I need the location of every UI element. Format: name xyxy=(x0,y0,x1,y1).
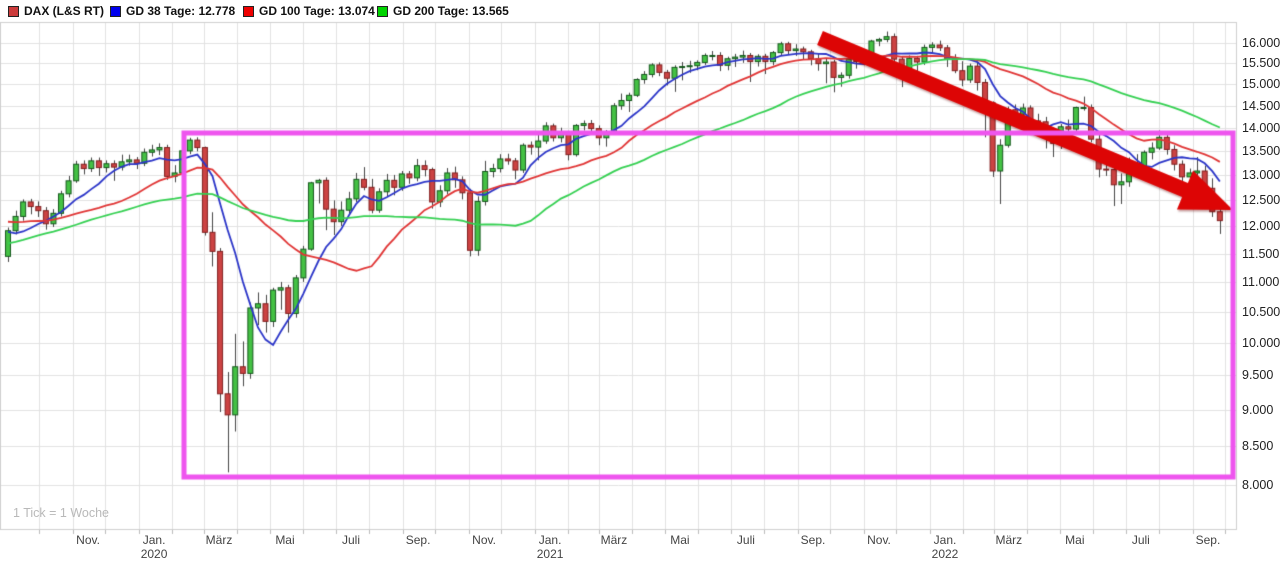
x-axis-label: Juli xyxy=(1131,533,1150,547)
x-axis-label: Juli xyxy=(341,533,360,547)
x-axis-year-label: 2020 xyxy=(140,547,168,561)
y-axis-label: 14.500 xyxy=(1242,98,1281,113)
dax-series-swatch-icon xyxy=(8,5,19,17)
legend-label-gd100: GD 100 Tage: 13.074 xyxy=(259,4,375,18)
y-axis-label: 13.000 xyxy=(1242,168,1281,183)
y-axis-label: 8.500 xyxy=(1242,439,1274,454)
y-axis-label: 9.500 xyxy=(1242,368,1274,383)
y-axis-label: 15.500 xyxy=(1242,56,1281,71)
x-axis-label: Nov. xyxy=(76,533,100,547)
y-axis-label: 9.000 xyxy=(1242,402,1274,417)
gd100-series-swatch-icon xyxy=(243,5,254,17)
x-axis-label: Sep. xyxy=(1195,533,1221,547)
tick-interval-note: 1 Tick = 1 Woche xyxy=(13,506,109,520)
x-axis-year-label: 2021 xyxy=(536,547,564,561)
x-axis-label: Jan. xyxy=(538,533,562,547)
y-axis-label: 12.000 xyxy=(1242,219,1281,234)
y-axis-label: 10.000 xyxy=(1242,335,1281,350)
x-axis-label: Sep. xyxy=(405,533,431,547)
y-axis-label: 14.000 xyxy=(1242,121,1281,136)
x-axis-label: Mai xyxy=(275,533,295,547)
x-axis-label: März xyxy=(205,533,233,547)
x-axis-label: März xyxy=(995,533,1023,547)
gd38-series-swatch-icon xyxy=(110,5,121,17)
legend-label-dax: DAX (L&S RT) xyxy=(24,4,104,18)
y-axis-label: 8.000 xyxy=(1242,478,1274,492)
chart-legend: DAX (L&S RT) GD 38 Tage: 12.778 GD 100 T… xyxy=(0,0,1284,22)
y-axis-label: 13.500 xyxy=(1242,144,1281,159)
legend-item-gd200: GD 200 Tage: 13.565 xyxy=(377,4,509,18)
x-axis-label: Mai xyxy=(1065,533,1085,547)
x-axis-label: Juli xyxy=(736,533,755,547)
y-axis-label: 10.500 xyxy=(1242,304,1281,319)
x-axis-label: Nov. xyxy=(867,533,891,547)
x-axis-label: Sep. xyxy=(800,533,826,547)
legend-label-gd200: GD 200 Tage: 13.565 xyxy=(393,4,509,18)
x-axis-label: Mai xyxy=(670,533,690,547)
legend-item-gd100: GD 100 Tage: 13.074 xyxy=(243,4,375,18)
y-axis-label: 15.000 xyxy=(1242,77,1281,92)
legend-label-gd38: GD 38 Tage: 12.778 xyxy=(126,4,236,18)
x-axis-year-label: 2022 xyxy=(931,547,959,561)
y-axis-label: 11.000 xyxy=(1242,274,1280,289)
y-axis-label: 16.000 xyxy=(1242,36,1281,50)
legend-item-gd38: GD 38 Tage: 12.778 xyxy=(110,4,235,18)
x-axis-label: Jan. xyxy=(142,533,166,547)
y-axis-label: 11.500 xyxy=(1242,246,1280,261)
y-axis-label: 12.500 xyxy=(1242,193,1281,208)
x-axis-label: Jan. xyxy=(933,533,957,547)
x-axis-label: März xyxy=(600,533,628,547)
gd200-series-swatch-icon xyxy=(377,5,388,17)
legend-item-dax: DAX (L&S RT) xyxy=(8,4,104,18)
x-axis-label: Nov. xyxy=(472,533,496,547)
